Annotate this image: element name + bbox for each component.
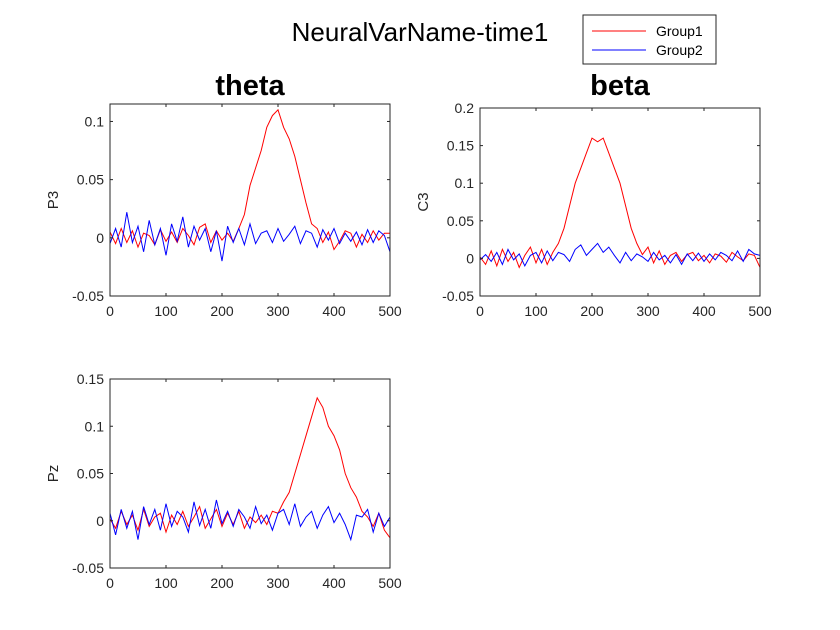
x-tick-label: 0 bbox=[106, 575, 114, 591]
y-axis-label: P3 bbox=[45, 191, 62, 209]
x-tick-label: 100 bbox=[154, 303, 178, 319]
figure-title: NeuralVarName-time1 bbox=[292, 17, 549, 47]
y-tick-label: 0.1 bbox=[85, 113, 105, 129]
x-tick-label: 300 bbox=[266, 303, 290, 319]
series-group bbox=[110, 108, 390, 262]
x-tick-label: 500 bbox=[378, 575, 402, 591]
y-axis-label: Pz bbox=[45, 465, 62, 483]
x-tick-label: 0 bbox=[476, 303, 484, 319]
series-line-group2 bbox=[480, 242, 760, 268]
axes-box bbox=[479, 107, 761, 297]
series-line-group2 bbox=[110, 212, 390, 262]
plot-area bbox=[110, 104, 390, 296]
x-tick-label: 200 bbox=[210, 303, 234, 319]
x-tick-label: 500 bbox=[378, 303, 402, 319]
subplot-c3: 0 100 200 300 400 500-0.0500.050.10.150.2C3be… bbox=[415, 70, 772, 319]
y-tick-label: 0.05 bbox=[77, 172, 104, 188]
subplot-title: beta bbox=[590, 70, 651, 102]
x-tick-label: 300 bbox=[636, 303, 660, 319]
x-tick-label: 400 bbox=[322, 575, 346, 591]
y-axis-label: C3 bbox=[415, 192, 432, 211]
legend-label-group1: Group1 bbox=[656, 23, 703, 39]
series-line-group1 bbox=[480, 137, 760, 269]
y-tick-label: 0 bbox=[466, 250, 474, 266]
y-tick-label: 0.15 bbox=[447, 138, 474, 154]
y-tick-label: 0.05 bbox=[447, 213, 474, 229]
x-tick-label: 100 bbox=[524, 303, 548, 319]
x-tick-label: 0 bbox=[106, 303, 114, 319]
x-tick-label: 400 bbox=[322, 303, 346, 319]
series-line-group2 bbox=[110, 499, 390, 542]
y-tick-label: 0.2 bbox=[455, 100, 475, 116]
y-tick-label: 0 bbox=[96, 230, 104, 246]
y-tick-label: 0.05 bbox=[77, 466, 104, 482]
series-group bbox=[480, 137, 760, 269]
plot-area bbox=[110, 379, 390, 568]
x-tick-label: 500 bbox=[748, 303, 772, 319]
y-tick-label: 0.1 bbox=[85, 418, 105, 434]
y-tick-label: 0.15 bbox=[77, 371, 104, 387]
legend: Group1 Group2 bbox=[582, 14, 717, 65]
y-tick-label: -0.05 bbox=[72, 288, 104, 304]
x-tick-label: 400 bbox=[692, 303, 716, 319]
x-tick-label: 200 bbox=[210, 575, 234, 591]
x-tick-label: 300 bbox=[266, 575, 290, 591]
y-tick-label: -0.05 bbox=[72, 560, 104, 576]
x-tick-label: 100 bbox=[154, 575, 178, 591]
subplot-title: theta bbox=[215, 70, 285, 102]
legend-label-group2: Group2 bbox=[656, 42, 703, 58]
y-tick-label: 0.1 bbox=[455, 175, 475, 191]
y-tick-label: 0 bbox=[96, 513, 104, 529]
series-group bbox=[110, 396, 390, 542]
axes-box bbox=[109, 103, 391, 297]
x-tick-label: 200 bbox=[580, 303, 604, 319]
plot-area bbox=[480, 108, 760, 296]
legend-box bbox=[582, 14, 717, 65]
y-tick-label: -0.05 bbox=[442, 288, 474, 304]
